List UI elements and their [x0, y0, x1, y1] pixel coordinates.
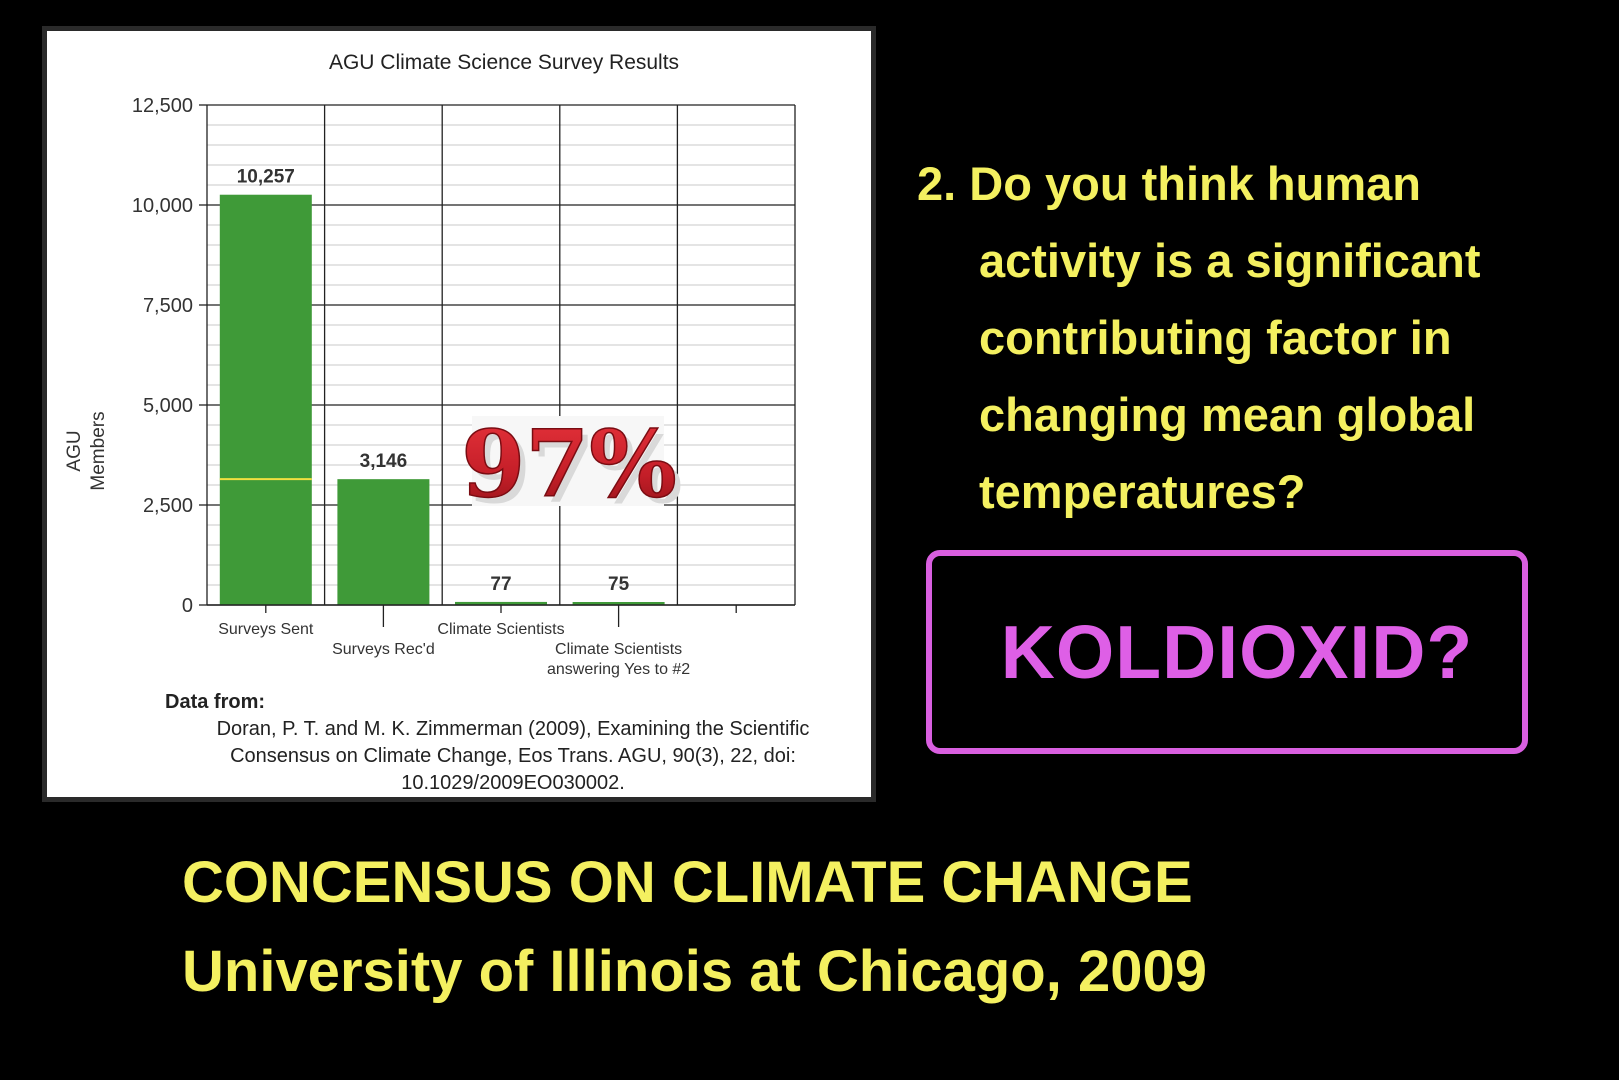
source-heading: Data from: — [165, 691, 266, 713]
x-category-label: Surveys Rec'd — [332, 641, 435, 658]
bar — [219, 194, 312, 605]
question-line: 2. Do you think human — [917, 157, 1421, 210]
y-tick-label: 0 — [182, 595, 193, 617]
source-citation: Data from: Doran, P. T. and M. K. Zimmer… — [163, 691, 863, 797]
bottom-title-line2: University of Illinois at Chicago, 2009 — [182, 939, 1207, 1004]
question-line: contributing factor in — [979, 311, 1452, 364]
data-label: 3,146 — [360, 451, 408, 472]
chart-panel: AGU Climate Science Survey Results 10,25… — [42, 26, 876, 802]
bar — [572, 602, 665, 605]
question-line: changing mean global — [979, 388, 1476, 441]
bar-chart: AGU Climate Science Survey Results 10,25… — [64, 51, 796, 678]
data-label: 75 — [608, 574, 630, 595]
percent-annotation-bg — [472, 416, 664, 506]
callout-text: KOLDIOXID? — [1000, 610, 1474, 694]
bar — [337, 479, 430, 605]
question-line: activity is a significant — [979, 234, 1481, 287]
bar-layer: 10,257 3,146 77 75 — [219, 167, 665, 605]
source-line: Doran, P. T. and M. K. Zimmerman (2009),… — [216, 718, 810, 740]
survey-question: 2. Do you think human activity is a sign… — [917, 145, 1607, 530]
chart-title: AGU Climate Science Survey Results — [329, 51, 679, 74]
x-category-label: Surveys Sent — [218, 621, 314, 638]
percent-annotation-text: 97% — [461, 410, 676, 518]
x-category-label: Climate Scientists — [555, 641, 682, 658]
y-tick-label: 2,500 — [143, 495, 193, 517]
source-text: Doran, P. T. and M. K. Zimmerman (2009),… — [163, 716, 863, 797]
y-axis-label-line2: Members — [88, 411, 109, 490]
bar — [455, 601, 547, 605]
y-tick-label: 5,000 — [143, 395, 193, 417]
x-category-label: answering Yes to #2 — [547, 661, 690, 678]
data-label: 10,257 — [237, 167, 295, 188]
y-tick-label: 12,500 — [132, 95, 193, 117]
callout-box: KOLDIOXID? — [926, 550, 1528, 754]
bottom-title-line1: CONCENSUS ON CLIMATE CHANGE — [182, 850, 1193, 915]
question-line: temperatures? — [979, 465, 1306, 518]
axis-layer: 0 2,500 5,000 7,500 10,000 12,500 Surveys Sent… — [132, 95, 795, 678]
source-line: Consensus on Climate Change, Eos Trans. … — [230, 745, 796, 767]
x-category-label: Climate Scientists — [437, 621, 564, 638]
bottom-title: CONCENSUS ON CLIMATE CHANGE University o… — [182, 838, 1207, 1016]
y-axis-label-line1: AGU — [64, 430, 85, 471]
data-label: 77 — [490, 574, 511, 595]
y-tick-label: 7,500 — [143, 295, 193, 317]
percent-annotation-shadow: 97% — [467, 416, 682, 524]
percent-annotation: 97% 97% — [461, 409, 683, 524]
source-line: 10.1029/2009EO030002. — [401, 772, 625, 794]
y-tick-label: 10,000 — [132, 195, 193, 217]
